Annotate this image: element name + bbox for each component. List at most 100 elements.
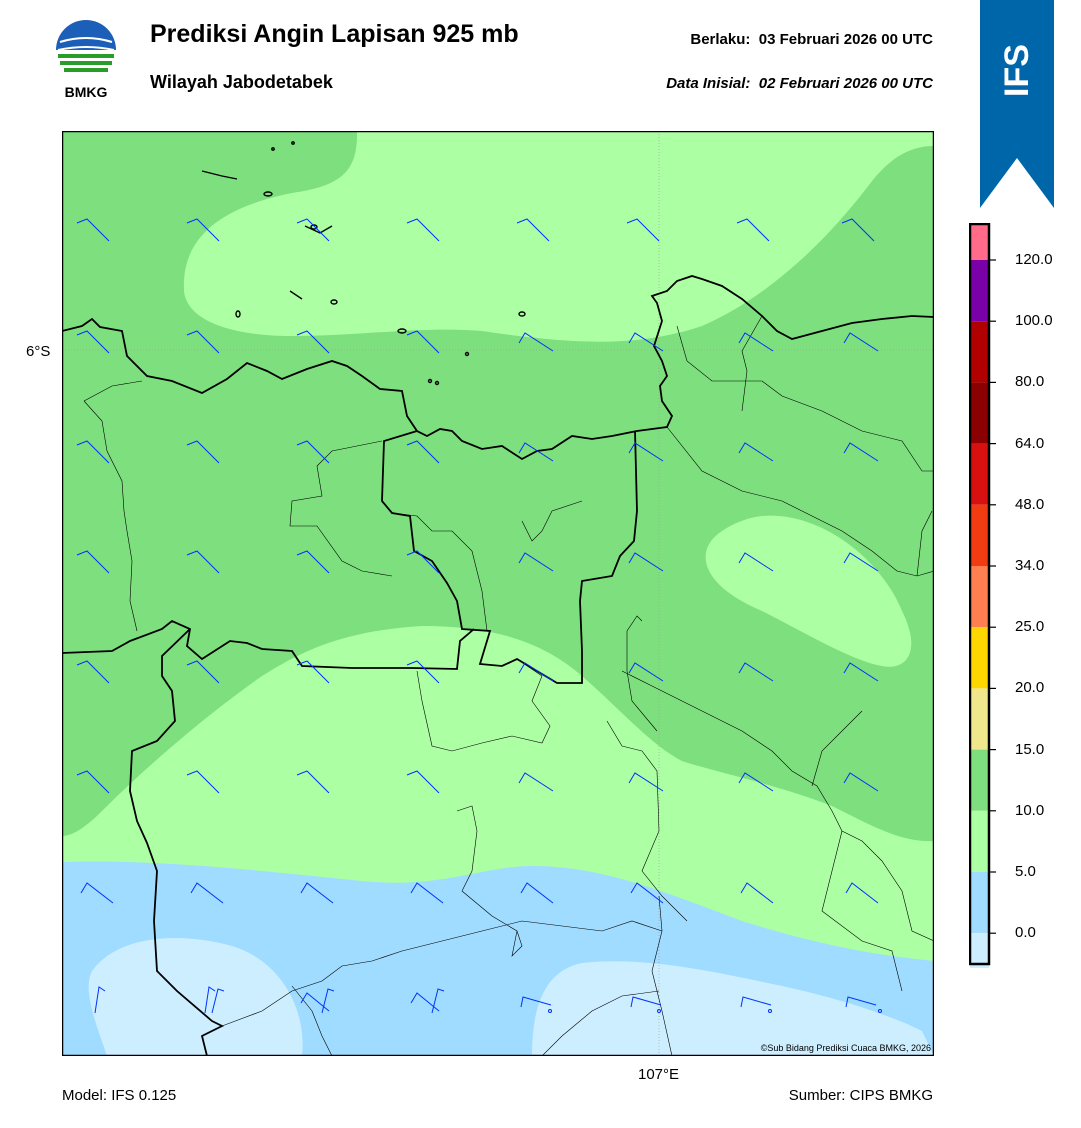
wind-barb [628, 442, 664, 462]
colorbar-segment [970, 688, 989, 750]
wind-barb [211, 988, 225, 1014]
wind-barb [300, 882, 334, 904]
wind-barb [630, 882, 664, 904]
lat-label: 6°S [26, 343, 51, 360]
wind-barb [738, 662, 774, 682]
map-subtitle: Wilayah Jabodetabek [150, 72, 333, 92]
province-border-west [129, 628, 225, 1056]
thousand-islands [201, 141, 526, 386]
wind-barb [76, 660, 110, 684]
wind-barb [406, 218, 440, 242]
wind-barb [628, 772, 664, 792]
colorbar-label: 34.0 [1015, 557, 1045, 574]
colorbar-segment [970, 225, 989, 260]
wind-barb [204, 986, 216, 1014]
colorbar-segment [970, 260, 989, 322]
province-border-south [62, 619, 475, 670]
wind-barb [410, 882, 444, 904]
wind-barb [296, 330, 330, 354]
calm-wind-marker [548, 1009, 552, 1013]
wind-barb [186, 440, 220, 464]
wind-barb [738, 442, 774, 462]
wind-barb [406, 770, 440, 794]
wind-barb [845, 996, 877, 1008]
wind-barb [190, 882, 224, 904]
colorbar-label: 10.0 [1015, 801, 1045, 819]
wind-barb [296, 440, 330, 464]
wind-barb [518, 552, 554, 572]
wind-map [62, 131, 934, 1056]
colorbar-segment [970, 810, 989, 872]
wind-barb [80, 882, 114, 904]
wind-barb [76, 550, 110, 574]
speed-zone-0-5-west [88, 938, 303, 1056]
map-title: Prediksi Angin Lapisan 925 mb [150, 20, 519, 48]
colorbar-segment [970, 749, 989, 811]
colorbar-label: 64.0 [1015, 434, 1045, 452]
wind-barb [845, 882, 879, 904]
wind-barb [740, 882, 774, 904]
province-border [381, 430, 638, 684]
model-label: Model: IFS 0.125 [62, 1087, 177, 1104]
colorbar-label: 100.0 [1015, 312, 1053, 330]
wind-barb [738, 552, 774, 572]
speed-zone-15-20 [62, 131, 934, 842]
wind-barb [406, 660, 440, 684]
lon-label: 107°E [638, 1066, 680, 1083]
valid-time: Berlaku: 03 Februari 2026 00 UTC [690, 31, 933, 48]
calm-wind-marker [657, 1009, 661, 1013]
colorbar-segment [970, 933, 989, 968]
wind-barb [321, 988, 335, 1014]
wind-barb [518, 772, 554, 792]
wind-barb [296, 550, 330, 574]
wind-barb [406, 550, 440, 574]
colorbar-segment [970, 504, 989, 566]
wind-barb [843, 662, 879, 682]
wind-barb [406, 440, 440, 464]
wind-barb [740, 996, 772, 1008]
ifs-ribbon [980, 0, 1054, 208]
colorbar-label: 48.0 [1015, 495, 1045, 513]
wind-barb [76, 770, 110, 794]
wind-barb [843, 552, 879, 572]
colorbar-frame [969, 223, 991, 966]
wind-barb [516, 218, 550, 242]
wind-barb [518, 662, 554, 682]
wind-barb [406, 330, 440, 354]
calm-wind-marker [878, 1009, 882, 1013]
logo-text: BMKG [64, 84, 108, 100]
wind-barb [76, 440, 110, 464]
wind-barb [738, 332, 774, 352]
wind-barb [843, 772, 879, 792]
wind-barb [296, 660, 330, 684]
credit-text: ©Sub Bidang Prediksi Cuaca BMKG, 2026 [760, 1043, 931, 1053]
bmkg-logo-icon [56, 20, 116, 72]
colorbar-segment [970, 321, 989, 383]
colorbar-segment [970, 627, 989, 689]
colorbar-segment [970, 443, 989, 505]
wind-barb [630, 996, 662, 1008]
wind-barb [186, 330, 220, 354]
wind-barb [76, 330, 110, 354]
wind-barb [300, 992, 330, 1012]
wind-barb [626, 218, 660, 242]
source-label: Sumber: CIPS BMKG [788, 1087, 933, 1104]
colorbar-segment [970, 872, 989, 934]
wind-barb [186, 218, 220, 242]
wind-barb [76, 218, 110, 242]
wind-barbs [76, 218, 882, 1014]
speed-zone-0-5-south [532, 961, 934, 1056]
wind-barb [518, 442, 554, 462]
wind-barb [186, 550, 220, 574]
wind-barb [628, 332, 664, 352]
colorbar-segment [970, 566, 989, 628]
coastline [62, 275, 934, 461]
wind-barb [841, 218, 875, 242]
colorbar-label: 120.0 [1015, 251, 1053, 268]
wind-barb [736, 218, 770, 242]
colorbar-segment [970, 382, 989, 444]
initial-data-time: Data Inisial: 02 Februari 2026 00 UTC [666, 75, 933, 92]
wind-barb [628, 552, 664, 572]
wind-barb [843, 442, 879, 462]
wind-barb [843, 332, 879, 352]
